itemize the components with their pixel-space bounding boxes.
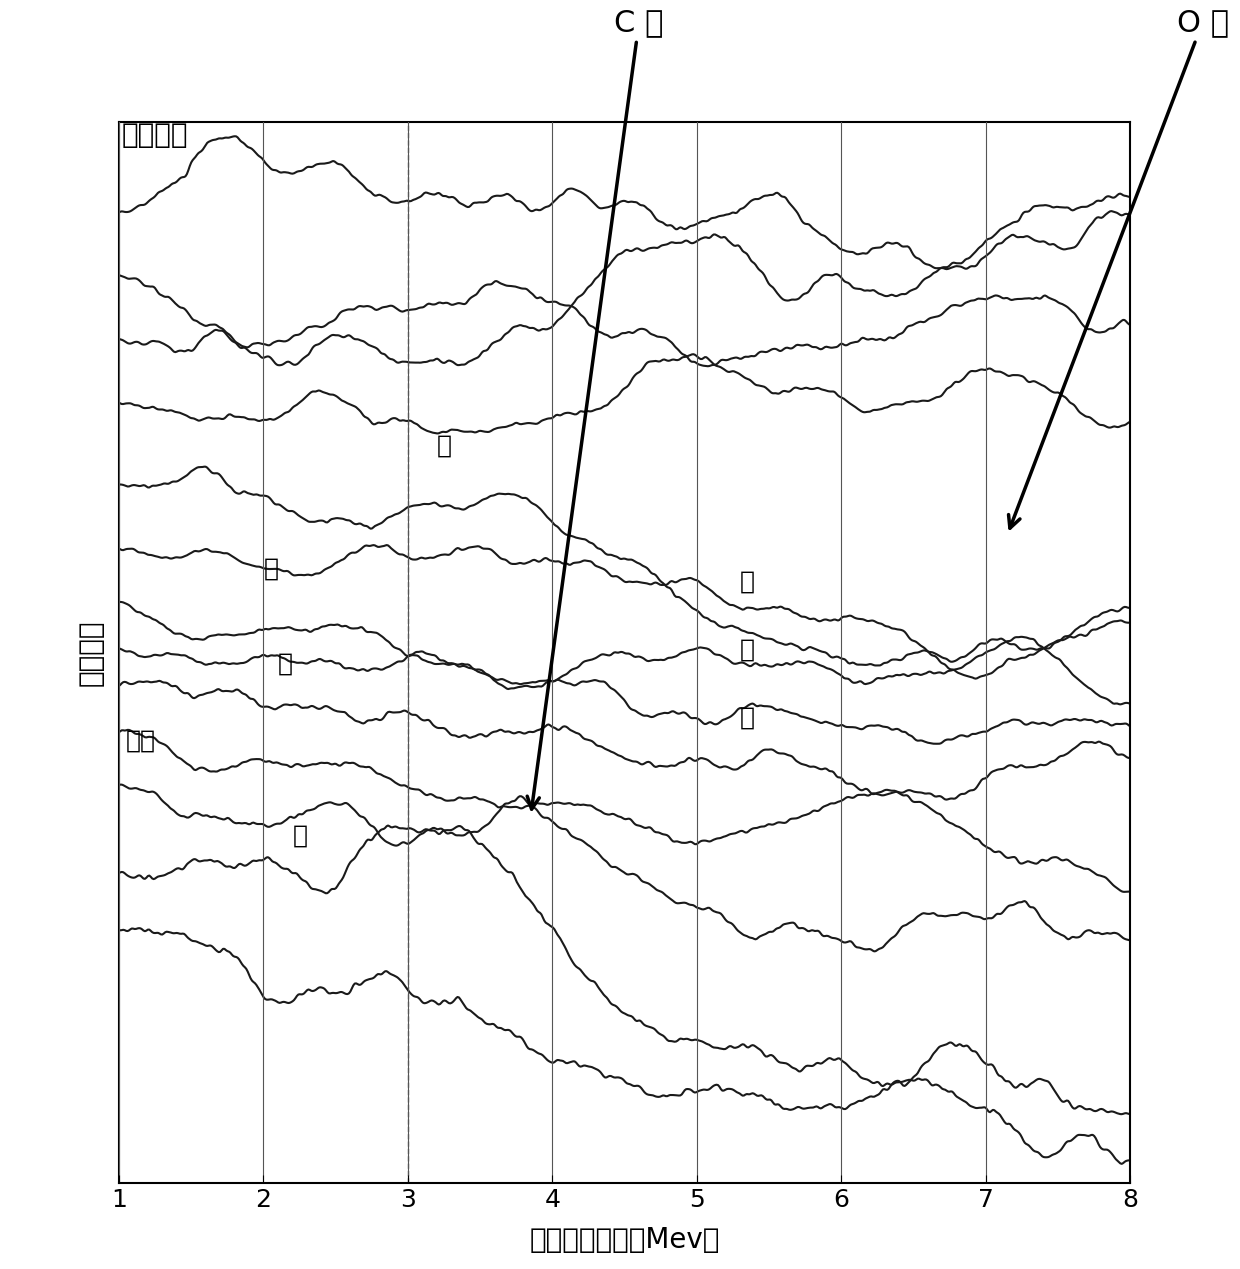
Y-axis label: 相对计数: 相对计数 (77, 619, 105, 685)
Text: 硫: 硫 (278, 651, 293, 675)
Text: O 谱: O 谱 (1008, 8, 1229, 528)
Text: 铁: 铁 (740, 638, 755, 662)
Text: 氧: 氧 (436, 434, 451, 458)
Text: 钙: 钙 (740, 706, 755, 730)
Text: 碳: 碳 (293, 824, 308, 848)
X-axis label: 伽马射线能量（Mev）: 伽马射线能量（Mev） (529, 1226, 719, 1254)
Text: 硅: 硅 (740, 570, 755, 594)
Text: 背景: 背景 (126, 728, 156, 753)
Text: C 谱: C 谱 (527, 8, 663, 810)
Text: 镁: 镁 (263, 556, 279, 580)
Text: 非弹性谱: 非弹性谱 (122, 121, 188, 148)
